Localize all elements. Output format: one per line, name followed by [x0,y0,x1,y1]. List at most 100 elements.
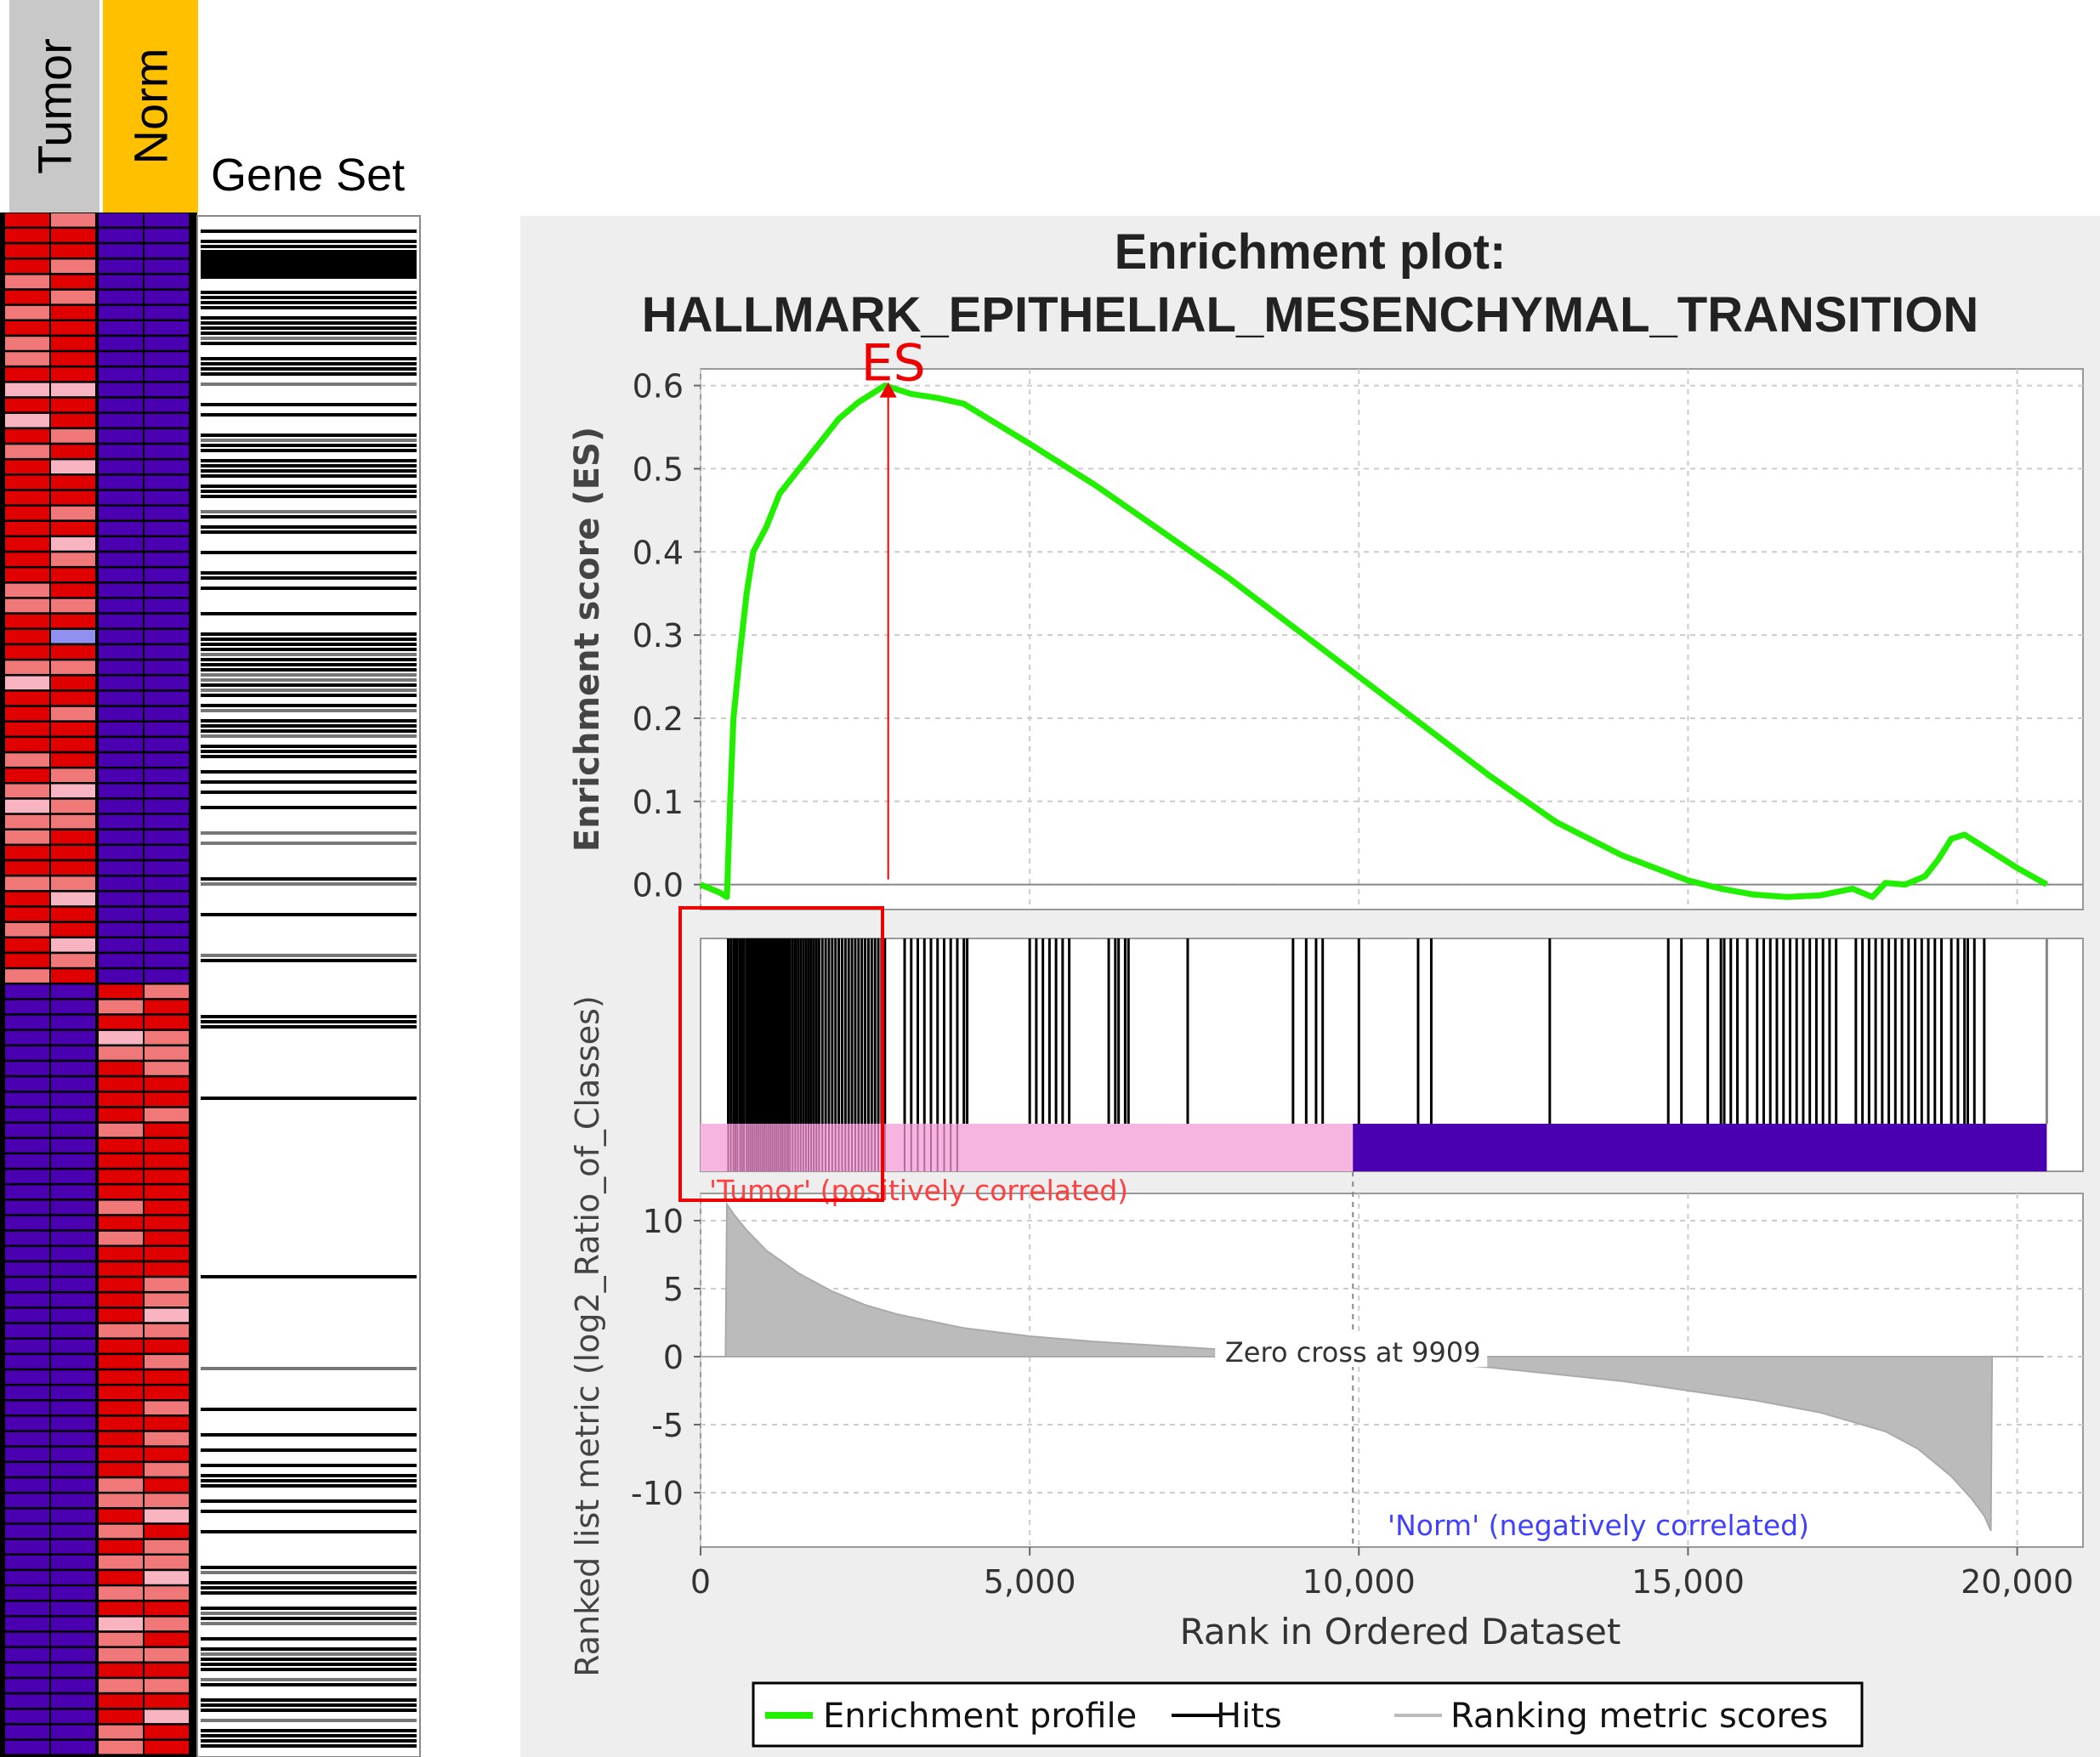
gene-set-line [201,658,417,661]
legend-frame [752,1681,1864,1748]
gene-set-line [201,1586,417,1590]
heatmap-cell [145,784,189,798]
gene-set-line [201,882,417,886]
gene-set-line [201,306,417,309]
heatmap-cell [145,1401,189,1415]
positive-correlation-label: 'Tumor' (positively correlated) [709,1174,1128,1207]
heatmap-cell [5,1000,49,1014]
gene-set-line [201,1709,417,1712]
heatmap-cell [145,290,189,304]
heatmap-cell [99,861,143,875]
heatmap-cell [99,753,143,767]
heatmap-cell [99,275,143,289]
es-ytick-label: 0.1 [633,784,684,821]
heatmap-cell [51,938,95,952]
heatmap-cell [145,305,189,320]
gene-set-line [201,1448,417,1452]
plot-title: Enrichment plot: HALLMARK_EPITHELIAL_MES… [520,221,2100,347]
zero-cross-label: Zero cross at 9909 [1225,1336,1481,1369]
heatmap-cell [145,830,189,844]
heatmap-cell [5,1108,49,1122]
heatmap-cell [145,660,189,674]
heatmap-cell [5,938,49,952]
heatmap-cell [99,768,143,782]
heatmap-cell [51,583,95,598]
heatmap-cell [5,984,49,999]
plot-title-line2: HALLMARK_EPITHELIAL_MESENCHYMAL_TRANSITI… [641,287,1979,343]
heatmap-cell [5,1123,49,1137]
heatmap-cell [99,1216,143,1230]
gene-set-line [201,1652,417,1656]
gene-set-line [201,791,417,794]
heatmap-cell [99,290,143,304]
heatmap-cell [99,876,143,890]
heatmap-cell [145,506,189,520]
rank-ylabel: Ranked list metric (log2_Ratio_of_Classe… [569,995,606,1677]
es-ytick-label: 0.5 [633,451,684,488]
heatmap-cell [5,413,49,428]
heatmap-cell [5,691,49,706]
heatmap-cell [5,367,49,382]
heatmap-cell [51,1062,95,1075]
heatmap-cell [5,1663,49,1677]
heatmap-cell [5,1200,49,1215]
heatmap-cell [145,753,189,767]
heatmap-cell [145,1000,189,1014]
gene-set-line [201,1734,417,1737]
heatmap-cell [51,1601,95,1616]
heatmap-cell [51,321,95,335]
heatmap-cell [99,1448,143,1461]
heatmap-cell [5,814,49,829]
heatmap-cell [145,537,189,551]
heatmap-cell [99,537,143,551]
heatmap-cell [99,244,143,258]
heatmap-cell [5,1694,49,1708]
heatmap-cell [51,1632,95,1646]
negative-correlation-label: 'Norm' (negatively correlated) [1388,1509,1809,1542]
heatmap-cell [5,352,49,366]
heatmap-cell [99,305,143,320]
heatmap-cell [5,660,49,674]
heatmap-cell [5,614,49,628]
heatmap-cell [145,1416,189,1431]
rank-ytick-label: -10 [631,1475,684,1512]
heatmap-cell [99,1647,143,1662]
heatmap-cell [99,475,143,490]
heatmap-cell [145,337,189,350]
heatmap-cell [51,1694,95,1708]
gene-set-line [201,291,417,294]
heatmap-cell [51,475,95,490]
gene-set-line [201,230,417,233]
heatmap-cell [99,506,143,520]
gene-set-line [201,245,417,248]
heatmap-cell [51,244,95,258]
heatmap-cell [145,1339,189,1353]
gene-set-line [201,1408,417,1411]
gene-set-line [201,770,417,774]
gene-set-line [201,337,417,340]
heatmap-cell [99,1524,143,1539]
heatmap-cell [51,706,95,721]
heatmap-cell [99,1015,143,1029]
heatmap-cell [99,660,143,674]
gene-set-line [201,1571,417,1574]
heatmap-cell [51,1478,95,1492]
heatmap-cell [51,1154,95,1168]
heatmap-cell [51,1370,95,1384]
gene-set-line [201,439,417,442]
heatmap-cell [145,1308,189,1323]
heatmap-cell [99,1123,143,1137]
gene-set-line [201,255,417,258]
heatmap-cell [5,553,49,566]
heatmap-cell [51,984,95,999]
heatmap-cell [51,922,95,937]
heatmap-cell [99,1185,143,1199]
heatmap-cell [145,1509,189,1523]
heatmap-cell [145,1524,189,1539]
heatmap-cell [5,383,49,397]
heatmap-cell [99,398,143,412]
heatmap-cell [5,645,49,659]
heatmap-cell [145,398,189,412]
gene-set-line [201,668,417,672]
heatmap-cell [99,259,143,273]
